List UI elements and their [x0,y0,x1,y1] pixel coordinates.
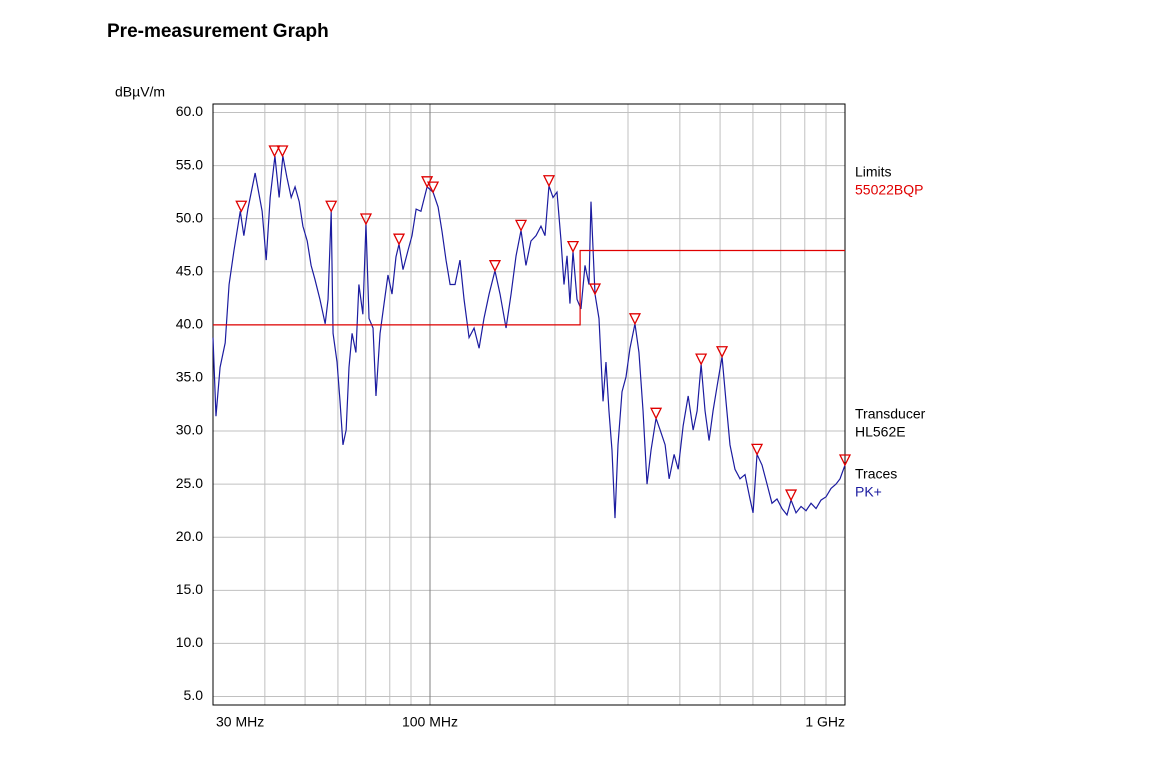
peak-marker [628,313,642,326]
peak-marker [649,407,663,420]
x-tick-label: 100 MHz [402,714,458,730]
y-tick-label: 55.0 [176,156,203,172]
trace-line [212,155,846,519]
peak-marker [268,145,281,158]
peak-marker [838,454,852,467]
peak-marker [542,175,556,188]
x-tick-label: 30 MHz [216,714,264,730]
y-tick-label: 40.0 [176,316,203,332]
chart-title: Pre-measurement Graph [107,21,329,42]
y-tick-label: 35.0 [176,369,203,385]
peak-marker [715,346,729,359]
peak-marker [392,233,406,246]
y-tick-label: 20.0 [176,528,203,544]
peak-marker [325,200,338,213]
y-tick-label: 15.0 [176,581,203,597]
y-tick-label: 60.0 [176,103,203,119]
peak-marker [276,145,289,158]
plot-frame [212,103,846,706]
peak-marker [566,240,580,254]
legend-entry: 55022BQP [855,182,924,198]
y-tick-label: 30.0 [176,422,203,438]
peak-marker [750,443,764,456]
peak-marker [695,353,708,366]
y-tick-label: 25.0 [176,475,203,491]
legend-entry: PK+ [855,484,882,500]
x-tick-label: 1 GHz [805,714,845,730]
legend-entry: HL562E [855,424,906,440]
y-axis-label: dBµV/m [115,84,165,100]
peak-marker [235,200,248,213]
y-tick-label: 50.0 [176,209,203,225]
peak-marker [588,283,602,296]
peak-marker [514,219,528,232]
y-tick-label: 10.0 [176,634,203,650]
peak-marker [784,489,798,502]
y-tick-label: 5.0 [184,687,204,703]
legend-heading: Limits [855,164,892,180]
y-tick-label: 45.0 [176,262,203,278]
legend-heading: Transducer [855,406,926,422]
peak-marker [426,181,440,194]
peak-marker [359,213,373,226]
legend-heading: Traces [855,466,897,482]
trace-line [213,249,845,326]
peak-marker [488,260,502,273]
